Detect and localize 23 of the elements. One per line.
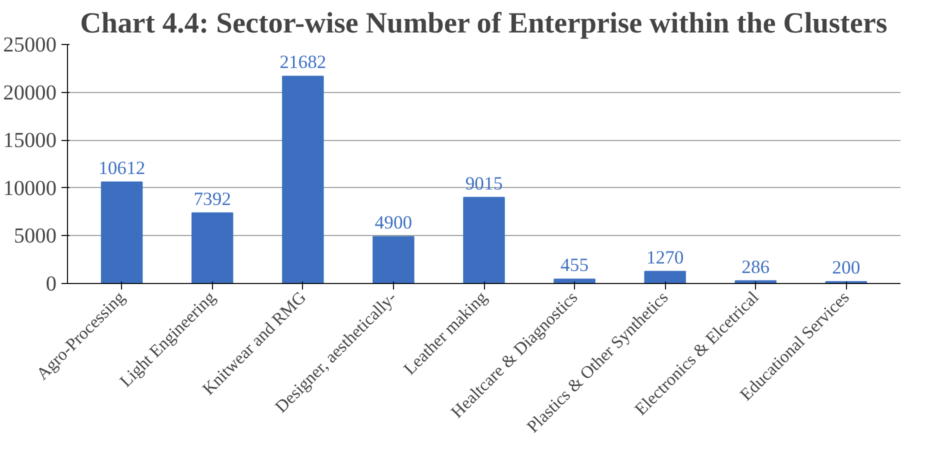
y-tick-label: 0 [46,272,57,296]
data-label: 455 [560,255,589,276]
bar [372,236,414,284]
bar [463,196,505,284]
bar [100,182,143,284]
y-tick-label: 10000 [3,176,57,200]
y-tick-label: 15000 [3,128,57,152]
data-label: 21682 [280,52,326,74]
data-label: 4900 [374,212,412,234]
data-label: 200 [832,258,860,279]
bar [554,278,596,284]
bar [191,212,234,284]
bar [644,270,686,284]
data-label: 9015 [465,173,503,194]
data-label: 286 [742,256,770,278]
y-tick-label: 20000 [3,80,57,104]
data-label: 7392 [194,188,232,210]
y-tick-label: 25000 [3,32,57,56]
data-label: 10612 [98,158,146,180]
chart-title: Chart 4.4: Sector-wise Number of Enterprise within the Clusters [80,8,888,40]
y-tick-label: 5000 [14,224,56,248]
data-label: 1270 [646,247,684,268]
bar [282,76,324,284]
